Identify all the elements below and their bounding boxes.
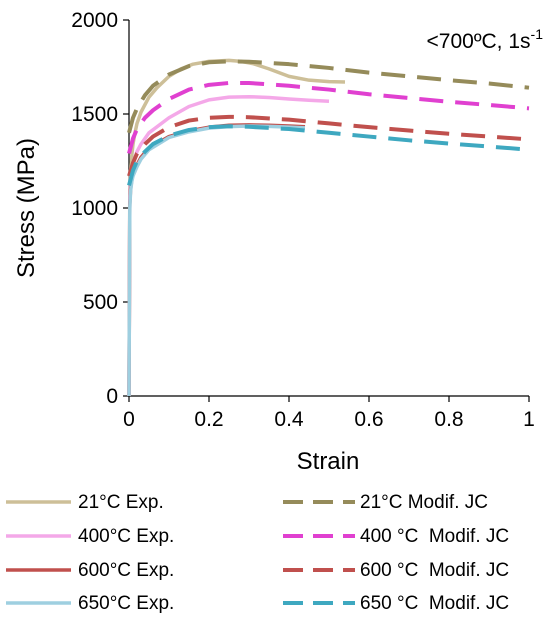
legend-label-21-c-exp: 21°C Exp.	[78, 492, 164, 513]
y-tick-label: 1000	[71, 197, 118, 220]
annotation-superscript: -1	[531, 26, 544, 42]
legend-label-650-c-exp: 650°C Exp.	[78, 593, 174, 614]
x-axis-title: Strain	[297, 448, 360, 475]
x-tick-label: 0	[123, 408, 135, 431]
x-tick-label: 0.6	[354, 408, 383, 431]
y-tick-label: 0	[106, 385, 118, 408]
series-line-21-c-exp	[127, 58, 346, 397]
legend-label-400-c-exp: 400°C Exp.	[78, 526, 174, 547]
series-layer	[127, 58, 530, 397]
series-line-650-c-modif-jc	[127, 124, 530, 186]
legend-label-600-c-exp: 600°C Exp.	[78, 560, 174, 581]
chart-annotation: <700ºC, 1s-1	[427, 26, 544, 53]
y-tick-label: 500	[83, 291, 118, 314]
series-line-650-c-exp	[127, 124, 306, 397]
axes: 0 500 1000 1500 2000 0 0.2 0.4 0.6 0.8 1	[71, 9, 535, 431]
legend-label-21-c-modif-jc: 21°C Modif. JC	[360, 492, 488, 513]
legend-label-600-c-modif-jc: 600 °C Modif. JC	[360, 560, 509, 581]
series-line-400-c-modif-jc	[127, 80, 530, 154]
annotation-text: <700ºC, 1s	[427, 30, 531, 53]
series-line-21-c-modif-jc	[127, 59, 530, 134]
x-tick-label: 1	[523, 408, 535, 431]
legend-label-400-c-modif-jc: 400 °C Modif. JC	[360, 526, 509, 547]
series-line-600-c-exp	[127, 123, 306, 397]
x-tick-label: 0.4	[274, 408, 304, 431]
y-tick-label: 1500	[71, 103, 118, 126]
x-tick-label: 0.2	[194, 408, 223, 431]
y-tick-label: 2000	[71, 9, 118, 32]
x-tick-label: 0.8	[434, 408, 463, 431]
legend-label-650-c-modif-jc: 650 °C Modif. JC	[360, 593, 509, 614]
series-line-600-c-modif-jc	[127, 114, 530, 177]
y-axis-title: Stress (MPa)	[13, 138, 40, 278]
legend: 21°C Exp. 400°C Exp. 600°C Exp. 650°C Exp. 2…	[6, 492, 509, 614]
